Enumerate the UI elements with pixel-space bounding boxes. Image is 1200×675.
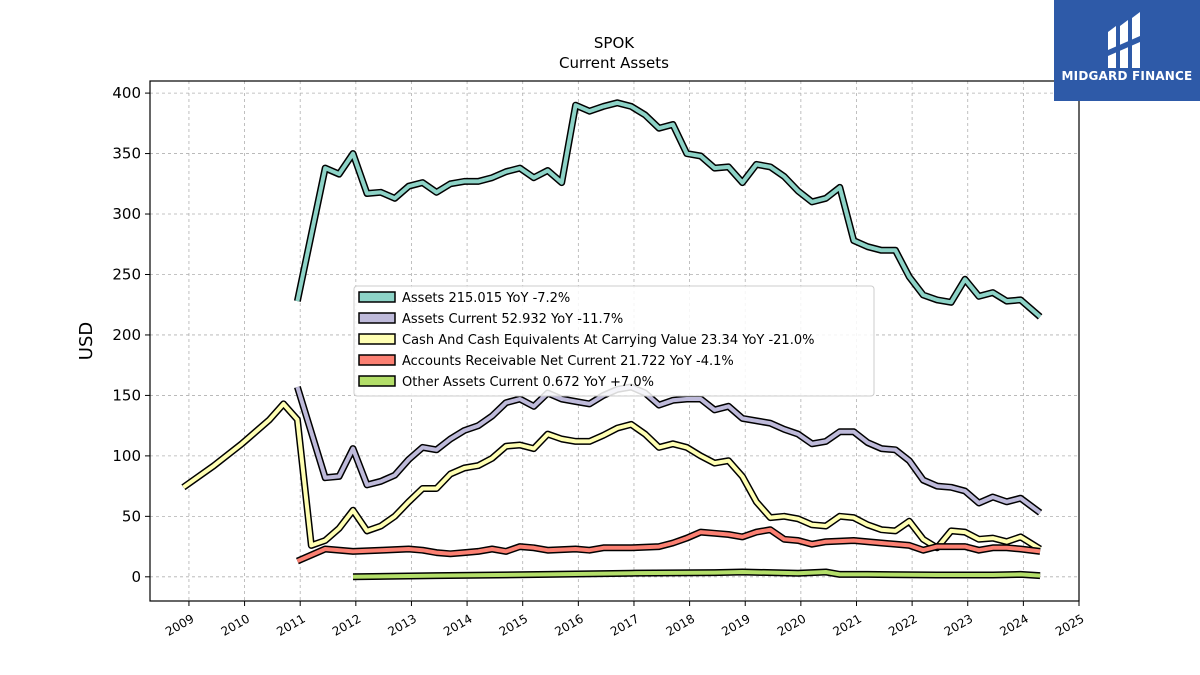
legend-label-3: Accounts Receivable Net Current 21.722 Y… bbox=[402, 354, 734, 369]
y-tick-label: 50 bbox=[122, 507, 141, 525]
series-line-4 bbox=[352, 570, 1041, 579]
legend-swatch-1 bbox=[358, 312, 396, 324]
x-tick-label: 2011 bbox=[274, 611, 307, 638]
legend-label-1: Assets Current 52.932 YoY -11.7% bbox=[402, 312, 623, 327]
series-line-0 bbox=[295, 100, 1042, 319]
x-tick-label: 2018 bbox=[664, 611, 697, 638]
x-tick-label: 2009 bbox=[163, 611, 196, 638]
x-axis-ticks: 2009 2010 2011 2012 2013 2014 2015 2016 2017 2018… bbox=[163, 601, 1087, 639]
x-tick-label: 2020 bbox=[775, 611, 808, 638]
y-tick-label: 400 bbox=[112, 84, 141, 102]
legend-label-0: Assets 215.015 YoY -7.2% bbox=[402, 291, 570, 306]
legend-swatch-2 bbox=[358, 333, 396, 345]
legend-swatch-0 bbox=[358, 291, 396, 303]
legend-swatch-3 bbox=[358, 354, 396, 366]
midgard-logo-icon bbox=[1108, 12, 1140, 68]
brand-logo: MIDGARD FINANCE bbox=[1054, 0, 1200, 101]
y-tick-label: 150 bbox=[112, 386, 141, 404]
x-tick-label: 2010 bbox=[219, 611, 252, 638]
chart-title: SPOK bbox=[594, 34, 635, 52]
x-tick-label: 2022 bbox=[886, 611, 919, 638]
x-tick-label: 2019 bbox=[719, 611, 752, 638]
y-tick-label: 200 bbox=[112, 326, 141, 344]
x-tick-label: 2025 bbox=[1053, 611, 1086, 638]
y-tick-label: 0 bbox=[131, 568, 141, 586]
series-line-outline-0 bbox=[293, 99, 1043, 320]
x-tick-label: 2017 bbox=[608, 611, 641, 638]
brand-name: MIDGARD FINANCE bbox=[1061, 69, 1193, 83]
legend-box bbox=[353, 285, 875, 397]
legend: Assets 215.015 YoY -7.2% Assets Current 5… bbox=[353, 285, 875, 397]
chart-subtitle: Current Assets bbox=[559, 54, 669, 72]
y-tick-label: 250 bbox=[112, 265, 141, 283]
x-tick-label: 2016 bbox=[552, 611, 585, 638]
y-tick-label: 300 bbox=[112, 205, 141, 223]
y-tick-label: 100 bbox=[112, 447, 141, 465]
x-tick-label: 2012 bbox=[330, 611, 363, 638]
x-tick-label: 2015 bbox=[497, 611, 530, 638]
y-axis-label: USD bbox=[76, 322, 97, 360]
x-tick-label: 2013 bbox=[386, 611, 419, 638]
x-tick-label: 2021 bbox=[831, 611, 864, 638]
y-tick-label: 350 bbox=[112, 145, 141, 163]
legend-swatch-4 bbox=[358, 375, 396, 387]
x-tick-label: 2024 bbox=[997, 611, 1030, 638]
series-line-2 bbox=[182, 401, 1042, 551]
x-tick-label: 2014 bbox=[441, 611, 474, 638]
series-line-1 bbox=[295, 385, 1042, 515]
series-line-outline-1 bbox=[294, 383, 1043, 516]
x-tick-label: 2023 bbox=[942, 611, 975, 638]
plot-frame bbox=[149, 80, 1080, 602]
legend-label-4: Other Assets Current 0.672 YoY +7.0% bbox=[402, 375, 654, 390]
series-line-3 bbox=[296, 527, 1041, 563]
y-axis-ticks: 0 50 100 150 200 250 300 350 400 bbox=[112, 84, 150, 586]
legend-label-2: Cash And Cash Equivalents At Carrying Va… bbox=[402, 333, 814, 348]
series-lines bbox=[181, 99, 1043, 581]
